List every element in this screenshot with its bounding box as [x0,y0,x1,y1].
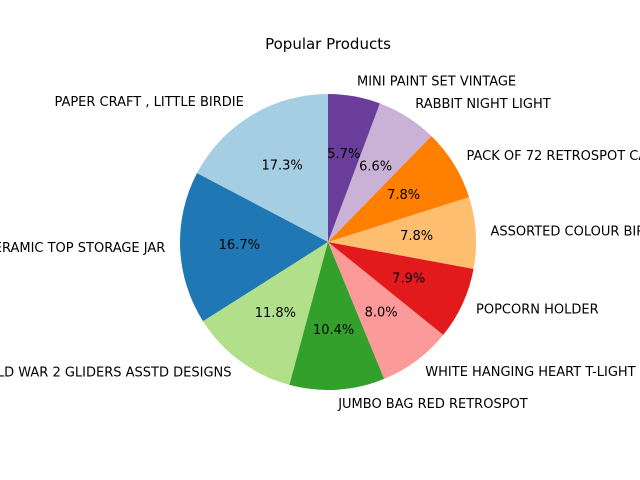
percent-label: 10.4% [313,323,354,338]
slice-label: RABBIT NIGHT LIGHT [415,97,551,112]
pie-slice [196,94,328,242]
percent-label: 5.7% [327,147,360,162]
pie-slice [289,242,385,391]
pie-slice [328,103,432,242]
percent-label: 11.8% [255,306,296,321]
percent-label: 7.9% [392,272,425,287]
percent-label: 17.3% [261,159,302,174]
percent-label: 8.0% [365,306,398,321]
percent-label: 7.8% [387,188,420,203]
slice-label: MINI PAINT SET VINTAGE [357,74,516,89]
slice-label: WORLD WAR 2 GLIDERS ASSTD DESIGNS [0,366,232,381]
percent-label: 7.8% [400,229,433,244]
percent-label: 16.7% [219,238,260,253]
pie-slices [180,94,476,391]
pie-slice [328,136,470,242]
percent-label: 6.6% [359,160,392,175]
slice-label: ASSORTED COLOUR BIRD ORNAMENT [491,224,640,239]
pie-slice [328,94,380,242]
slice-label: WHITE HANGING HEART T-LIGHT HOLDER [425,365,640,380]
chart-title: Popular Products [265,35,391,53]
slice-label: PACK OF 72 RETROSPOT CAKE CASES [467,149,640,164]
slice-label: MEDIUM CERAMIC TOP STORAGE JAR [0,241,165,256]
pie-slice [328,242,444,379]
percent-labels: 17.3% 16.7% 11.8% 10.4% 8.0% 7.9% 7.8% 7.8% 6.6%… [219,147,433,338]
pie-slice [203,242,328,385]
pie-slice [328,242,474,335]
pie-slice [328,197,476,269]
slice-label: JUMBO BAG RED RETROSPOT [337,397,528,412]
slice-labels: PAPER CRAFT , LITTLE BIRDIE MEDIUM CERAMI… [0,74,640,412]
pie-slice [180,173,328,322]
slice-label: PAPER CRAFT , LITTLE BIRDIE [54,95,243,110]
slice-label: POPCORN HOLDER [476,302,599,317]
